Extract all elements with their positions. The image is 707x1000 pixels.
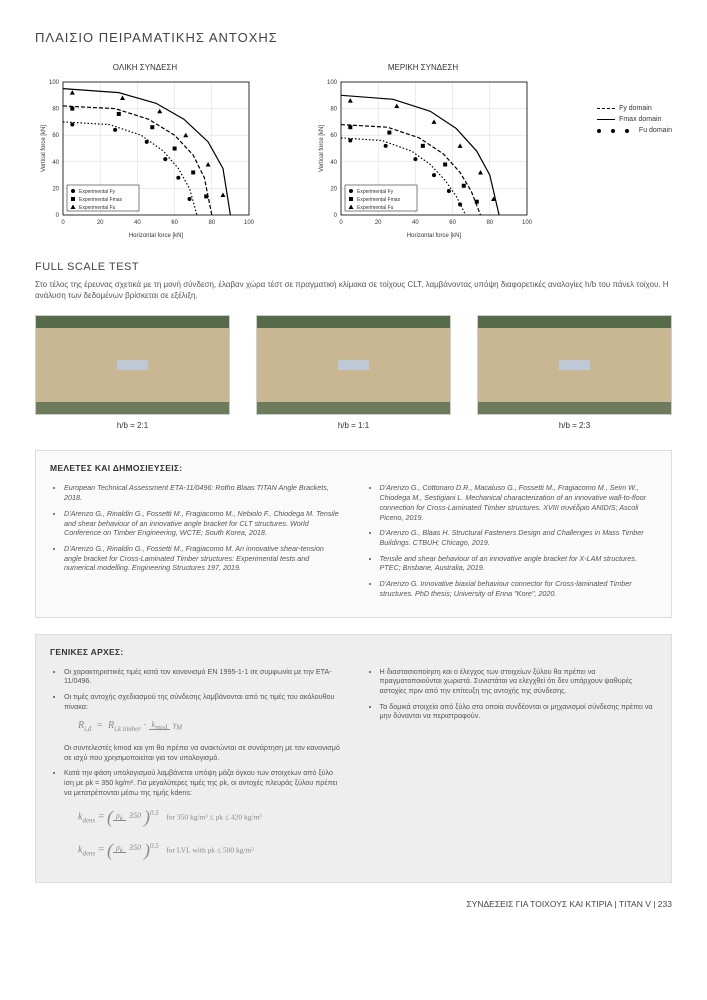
svg-text:60: 60 <box>171 220 178 226</box>
principles-heading: ΓΕΝΙΚΕΣ ΑΡΧΕΣ: <box>50 647 657 657</box>
photo-label-3: h/b = 2:3 <box>477 421 672 430</box>
legend-dot-icon <box>597 129 601 133</box>
photo-labels: h/b = 2:1 h/b = 1:1 h/b = 2:3 <box>35 421 672 430</box>
svg-text:Experimental Fy: Experimental Fy <box>79 189 116 195</box>
photo-3 <box>477 315 672 415</box>
chart-full: ΟΛΙΚΗ ΣΥΝΔΕΣΗ 00 20 20 40 40 60 60 80 80 100 100 Ex… <box>35 63 255 241</box>
svg-text:Experimental Fu: Experimental Fu <box>79 205 116 211</box>
svg-text:Experimental Fy: Experimental Fy <box>357 189 394 195</box>
formula-kdens1: kdens = (ρk350)0.5 for 350 kg/m³ ≤ ρk ≤ … <box>78 805 342 829</box>
ref-item: Tensile and shear behaviour of an innova… <box>380 554 658 573</box>
photo-1 <box>35 315 230 415</box>
svg-text:60: 60 <box>330 133 337 139</box>
svg-text:Horizontal force [kN]: Horizontal force [kN] <box>129 233 184 239</box>
svg-text:40: 40 <box>134 220 141 226</box>
svg-text:Experimental Fu: Experimental Fu <box>357 205 394 211</box>
photo-label-2: h/b = 1:1 <box>256 421 451 430</box>
legend-fy: Fy domain <box>619 103 652 114</box>
legend-dash-icon <box>597 108 615 109</box>
legend-fu: Fu domain <box>639 125 672 136</box>
svg-text:Vertical force [kN]: Vertical force [kN] <box>319 125 325 172</box>
formula-kdens2: kdens = (ρk350)0.5 for LVL with ρk ≤ 500… <box>78 838 342 862</box>
references-heading: ΜΕΛΕΤΕΣ ΚΑΙ ΔΗΜΟΣΙΕΥΣΕΙΣ: <box>50 463 657 473</box>
principle-r1: Η διαστασιοποίηση και ο έλεγχος των στοι… <box>380 667 658 696</box>
chart-partial: ΜΕΡΙΚΗ ΣΥΝΔΕΣΗ 00 20 20 40 40 60 60 80 80 100 100 E… <box>313 63 533 241</box>
svg-text:40: 40 <box>412 220 419 226</box>
svg-text:0: 0 <box>339 220 343 226</box>
principles-box: ΓΕΝΙΚΕΣ ΑΡΧΕΣ: Οι χαρακτηριστικές τιμές … <box>35 634 672 884</box>
svg-text:80: 80 <box>52 107 59 113</box>
chart-full-svg: 00 20 20 40 40 60 60 80 80 100 100 Experimental Fy E… <box>35 76 255 241</box>
principle-l2: Οι τιμές αντοχής σχεδιασμού της σύνδεσης… <box>64 692 342 762</box>
svg-text:20: 20 <box>375 220 382 226</box>
svg-text:0: 0 <box>56 213 60 219</box>
ref-item: D'Arenzo G., Blaas H. Structural Fastene… <box>380 528 658 547</box>
legend-solid-icon <box>597 119 615 120</box>
svg-text:20: 20 <box>97 220 104 226</box>
svg-text:60: 60 <box>52 133 59 139</box>
chart-full-title: ΟΛΙΚΗ ΣΥΝΔΕΣΗ <box>113 63 177 72</box>
photo-2 <box>256 315 451 415</box>
svg-text:80: 80 <box>486 220 493 226</box>
svg-text:20: 20 <box>330 186 337 192</box>
principle-l1: Οι χαρακτηριστικές τιμές κατά τον κανονι… <box>64 667 342 686</box>
svg-text:100: 100 <box>327 80 338 86</box>
chart-partial-title: ΜΕΡΙΚΗ ΣΥΝΔΕΣΗ <box>388 63 458 72</box>
svg-text:Horizontal force [kN]: Horizontal force [kN] <box>407 233 462 239</box>
svg-text:0: 0 <box>334 213 338 219</box>
ref-item: D'Arenzo G., Rinaldin G., Fossetti M., F… <box>64 509 342 538</box>
photo-label-1: h/b = 2:1 <box>35 421 230 430</box>
formula-rid: Ri,d = Ri,k timber · kmodγM <box>78 719 342 734</box>
charts-row: ΟΛΙΚΗ ΣΥΝΔΕΣΗ 002020404060608080100100Ex… <box>35 63 672 241</box>
svg-text:40: 40 <box>330 160 337 166</box>
ref-item: European Technical Assessment ETA-11/049… <box>64 483 342 502</box>
principle-r2: Τα δομικά στοιχεία από ξύλο στα οποία συ… <box>380 702 658 721</box>
principle-l4: Κατά την φάση υπολογισμού λαμβάνεται υπό… <box>64 768 342 862</box>
page-title: ΠΛΑΙΣΙΟ ΠΕΙΡΑΜΑΤΙΚΗΣ ΑΝΤΟΧΗΣ <box>35 30 672 45</box>
svg-text:80: 80 <box>208 220 215 226</box>
svg-text:0: 0 <box>61 220 65 226</box>
photos-row <box>35 315 672 415</box>
fullscale-text: Στο τέλος της έρευνας σχετικά με τη μονή… <box>35 279 672 301</box>
ref-item: D'Arenzo G., Cottonaro D.R., Macaluso G.… <box>380 483 658 522</box>
chart-partial-svg: 00 20 20 40 40 60 60 80 80 100 100 Experimental Fy E… <box>313 76 533 241</box>
ref-item: D'Arenzo G. Innovative biaxial behaviour… <box>380 579 658 598</box>
svg-text:20: 20 <box>52 186 59 192</box>
domain-legend: Fy domain Fmax domain Fu domain <box>597 103 672 137</box>
page-footer: ΣΥΝΔΕΣΕΙΣ ΓΙΑ ΤΟΙΧΟΥΣ ΚΑΙ ΚΤΙΡΙΑ | TITAN… <box>35 899 672 909</box>
refs-right-list: D'Arenzo G., Cottonaro D.R., Macaluso G.… <box>366 483 658 598</box>
svg-text:60: 60 <box>449 220 456 226</box>
svg-text:100: 100 <box>244 220 255 226</box>
svg-text:Experimental Fmax: Experimental Fmax <box>79 197 123 203</box>
references-box: ΜΕΛΕΤΕΣ ΚΑΙ ΔΗΜΟΣΙΕΥΣΕΙΣ: European Techn… <box>35 450 672 617</box>
svg-text:40: 40 <box>52 160 59 166</box>
svg-text:100: 100 <box>522 220 533 226</box>
legend-fmax: Fmax domain <box>619 114 661 125</box>
svg-text:Vertical force [kN]: Vertical force [kN] <box>41 125 47 172</box>
refs-left-list: European Technical Assessment ETA-11/049… <box>50 483 342 573</box>
svg-text:Experimental Fmax: Experimental Fmax <box>357 197 401 203</box>
fullscale-heading: FULL SCALE TEST <box>35 261 672 273</box>
svg-text:100: 100 <box>49 80 60 86</box>
ref-item: D'Arenzo G., Rinaldin G., Fossetti M., F… <box>64 544 342 573</box>
svg-text:80: 80 <box>330 107 337 113</box>
